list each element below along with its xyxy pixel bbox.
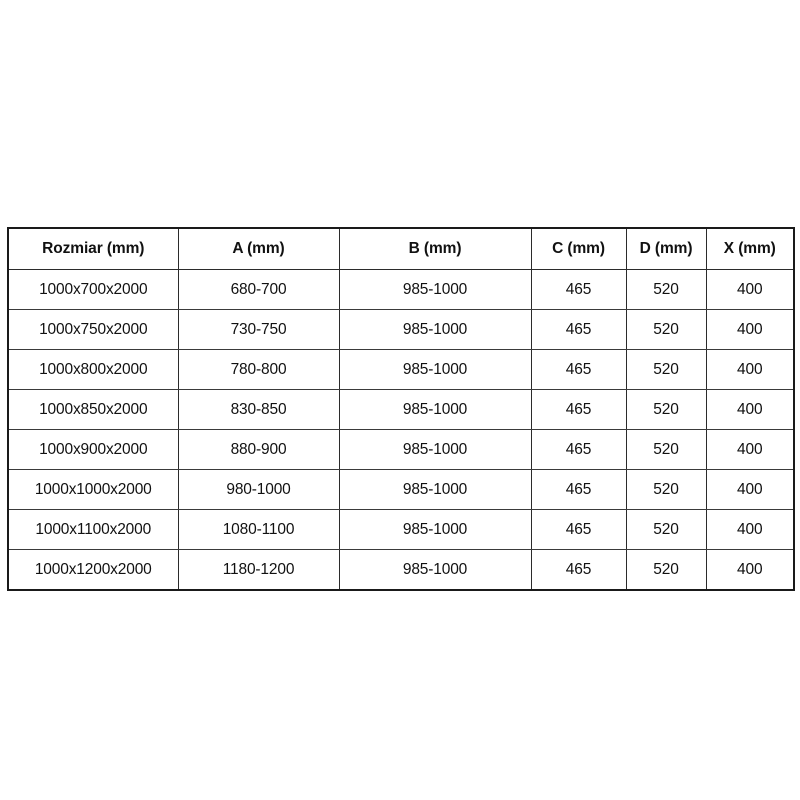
column-header-x: X (mm): [706, 228, 794, 270]
cell-b: 985-1000: [339, 509, 532, 550]
cell-b: 985-1000: [339, 549, 532, 590]
cell-x: 400: [706, 509, 794, 550]
table-row: 1000x850x2000 830-850 985-1000 465 520 4…: [8, 389, 794, 430]
cell-a: 1180-1200: [178, 549, 340, 590]
cell-size: 1000x750x2000: [8, 309, 179, 350]
table-row: 1000x1100x2000 1080-1100 985-1000 465 52…: [8, 509, 794, 550]
cell-size: 1000x1100x2000: [8, 509, 179, 550]
column-header-b: B (mm): [339, 228, 532, 270]
cell-b: 985-1000: [339, 309, 532, 350]
cell-size: 1000x1200x2000: [8, 549, 179, 590]
table-row: 1000x750x2000 730-750 985-1000 465 520 4…: [8, 309, 794, 350]
table-row: 1000x1200x2000 1180-1200 985-1000 465 52…: [8, 549, 794, 590]
table-body: 1000x700x2000 680-700 985-1000 465 520 4…: [8, 269, 794, 590]
cell-a: 680-700: [178, 269, 340, 310]
column-header-size: Rozmiar (mm): [8, 228, 179, 270]
cell-b: 985-1000: [339, 269, 532, 310]
cell-d: 520: [626, 549, 707, 590]
cell-a: 880-900: [178, 429, 340, 470]
cell-x: 400: [706, 389, 794, 430]
cell-a: 730-750: [178, 309, 340, 350]
cell-size: 1000x700x2000: [8, 269, 179, 310]
cell-d: 520: [626, 509, 707, 550]
cell-a: 780-800: [178, 349, 340, 390]
cell-d: 520: [626, 469, 707, 510]
cell-a: 1080-1100: [178, 509, 340, 550]
table-row: 1000x700x2000 680-700 985-1000 465 520 4…: [8, 269, 794, 310]
cell-x: 400: [706, 469, 794, 510]
cell-x: 400: [737, 560, 763, 578]
cell-c: 465: [531, 269, 627, 310]
cell-size: 1000x850x2000: [8, 389, 179, 430]
cell-c: 465: [531, 509, 627, 550]
cell-a: 980-1000: [178, 469, 340, 510]
cell-x: 400: [706, 269, 794, 310]
cell-size: 1000x800x2000: [8, 349, 179, 390]
table-header: Rozmiar (mm) A (mm) B (mm) C (mm) D (mm)…: [8, 228, 794, 270]
cell-b: 985-1000: [339, 349, 532, 390]
cell-a: 830-850: [178, 389, 340, 430]
table-row: 1000x800x2000 780-800 985-1000 465 520 4…: [8, 349, 794, 390]
cell-d: 520: [626, 349, 707, 390]
dimensions-table: Rozmiar (mm) A (mm) B (mm) C (mm) D (mm)…: [7, 227, 795, 591]
cell-d: 520: [626, 269, 707, 310]
column-header-c: C (mm): [531, 228, 627, 270]
cell-x: 400: [706, 429, 794, 470]
cell-c: 465: [531, 549, 627, 590]
specification-table-container: Rozmiar (mm) A (mm) B (mm) C (mm) D (mm)…: [7, 227, 795, 591]
table-row: 1000x900x2000 880-900 985-1000 465 520 4…: [8, 429, 794, 470]
column-header-a: A (mm): [178, 228, 340, 270]
table-header-row: Rozmiar (mm) A (mm) B (mm) C (mm) D (mm)…: [8, 228, 794, 270]
cell-c: 465: [531, 469, 627, 510]
table-row: 1000x1000x2000 980-1000 985-1000 465 520…: [8, 469, 794, 510]
cell-d: 520: [626, 389, 707, 430]
cell-d: 520: [626, 309, 707, 350]
cell-b: 985-1000: [339, 469, 532, 510]
cell-b: 985-1000: [339, 389, 532, 430]
cell-x: 400: [706, 349, 794, 390]
cell-x: 400: [706, 309, 794, 350]
cell-b: 985-1000: [339, 429, 532, 470]
cell-c: 465: [531, 349, 627, 390]
column-header-d: D (mm): [626, 228, 707, 270]
cell-d: 520: [626, 429, 707, 470]
cell-c: 465: [531, 309, 627, 350]
cell-c: 465: [531, 429, 627, 470]
cell-size: 1000x1000x2000: [8, 469, 179, 510]
cell-c: 465: [531, 389, 627, 430]
cell-size: 1000x900x2000: [8, 429, 179, 470]
